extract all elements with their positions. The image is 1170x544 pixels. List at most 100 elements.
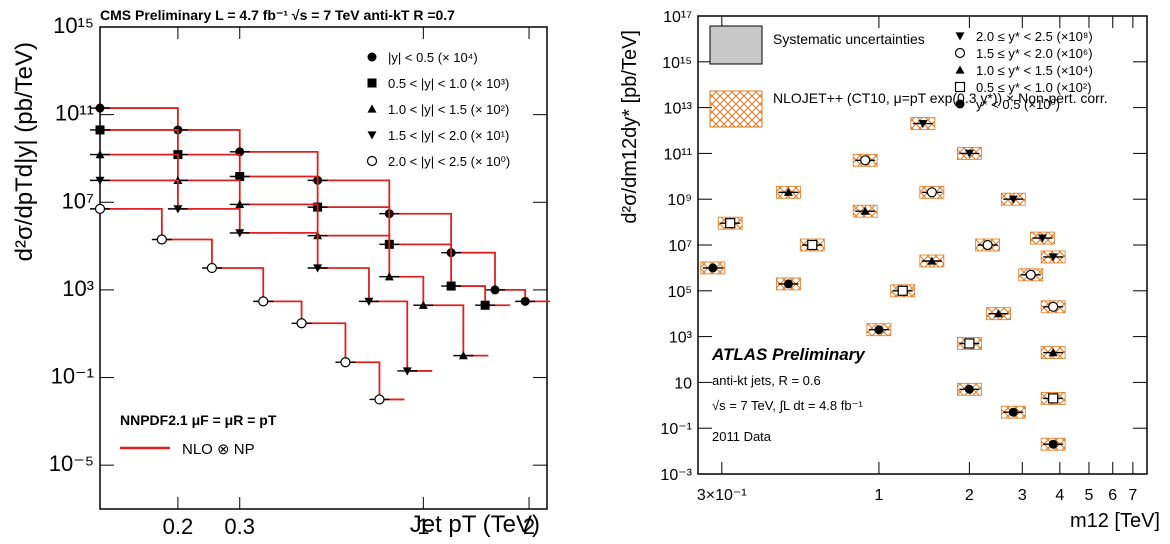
data-point [418, 300, 428, 309]
series-line [100, 107, 551, 303]
x-tick-label: 3 [1018, 487, 1027, 504]
x-tick-label: 1 [417, 514, 429, 539]
data-point [446, 281, 456, 291]
systematic-legend-box [709, 25, 763, 65]
atlas-y-axis-label: d²σ/dm12dy* [pb/TeV] [619, 30, 641, 224]
x-tick-label: 0.3 [224, 514, 255, 539]
legend-marker [955, 32, 965, 41]
data-point [1048, 439, 1058, 449]
series-line [100, 129, 511, 307]
atlas-energy-label: √s = 7 TeV, ∫L dt = 4.8 fb⁻¹ [712, 398, 863, 413]
x-tick-label: 4 [1055, 487, 1064, 504]
legend-label: 1.5 ≤ y* < 2.0 (×10⁶) [976, 46, 1093, 61]
data-point [897, 285, 908, 296]
data-point [520, 296, 530, 306]
nlo-label: NLOJET++ (CT10, μ=pT exp(0.3 y*)) × Non-… [773, 90, 1108, 106]
data-point [1048, 253, 1058, 262]
data-point [1048, 348, 1058, 357]
nlo-legend-box [709, 90, 763, 128]
data-point [95, 150, 105, 159]
data-point [783, 279, 793, 289]
series-line [100, 207, 405, 401]
y-tick-label: 10 [674, 375, 692, 392]
systematic-label: Systematic uncertainties [773, 31, 925, 47]
data-point [364, 297, 374, 306]
data-point [340, 357, 351, 368]
x-tick-label: 2 [523, 514, 535, 539]
legend-label: 2.0 ≤ y* < 2.5 (×10⁸) [976, 29, 1093, 44]
cms-legend: |y| < 0.5 (× 10⁴) 0.5 < |y| < 1.0 (× 10³)… [366, 50, 510, 169]
atlas-legend: 2.0 ≤ y* < 2.5 (×10⁸) 1.5 ≤ y* < 2.0 (×10… [954, 29, 1093, 112]
y-tick-label: 10⁷ [62, 188, 94, 213]
data-point [206, 262, 218, 274]
data-point [402, 367, 412, 376]
y-tick-label: 10³ [669, 330, 693, 347]
data-point [374, 394, 385, 405]
legend-label: |y| < 0.5 (× 10⁴) [388, 50, 478, 65]
atlas-jets-label: anti-kt jets, R = 0.6 [712, 373, 821, 388]
atlas-series [700, 117, 1066, 451]
y-tick-label: 10¹⁵ [662, 55, 692, 72]
y-tick-label: 10⁷ [668, 238, 692, 255]
data-point [458, 351, 468, 360]
y-tick-label: 10⁹ [667, 192, 692, 209]
cms-title: CMS Preliminary L = 4.7 fb⁻¹ √s = 7 TeV … [100, 7, 455, 23]
y-tick-label: 10⁻¹ [660, 421, 692, 438]
legend-marker [366, 155, 378, 167]
y-tick-label: 10⁵ [668, 284, 692, 301]
data-point [874, 325, 884, 335]
data-point [982, 239, 993, 251]
y-tick-label: 10⁻⁵ [49, 451, 94, 476]
data-point [1025, 269, 1036, 280]
x-tick-label: 5 [1085, 487, 1094, 504]
data-point [490, 285, 500, 295]
atlas-x-axis-label: m12 [TeV] [1070, 510, 1160, 532]
data-point [1008, 195, 1018, 204]
x-tick-label: 6 [1108, 487, 1117, 504]
atlas-label: ATLAS Preliminary [711, 345, 866, 364]
data-point [918, 120, 928, 129]
data-point [927, 256, 937, 265]
data-point [1048, 393, 1059, 404]
legend-marker [954, 81, 966, 93]
cms-series [90, 103, 551, 405]
data-point [95, 176, 105, 185]
legend-label: 1.5 < |y| < 2.0 (× 10¹) [388, 128, 509, 143]
cms-y-axis-label: d²σ/dpTd|y| (pb/TeV) [11, 42, 38, 261]
legend-marker [955, 99, 965, 109]
atlas-data-label: 2011 Data [712, 429, 772, 444]
x-tick-label: 1 [874, 487, 883, 504]
data-point [1037, 234, 1047, 243]
data-point [258, 296, 269, 307]
legend-label: 0.5 ≤ y* < 1.0 (×10²) [976, 80, 1092, 95]
legend-marker [367, 78, 377, 88]
legend-marker [955, 65, 965, 74]
data-point [725, 218, 736, 229]
series-line [100, 153, 489, 357]
data-point [95, 103, 105, 113]
x-tick-label: 7 [1128, 487, 1137, 504]
y-tick-label: 10¹³ [664, 101, 693, 118]
data-point [783, 187, 793, 196]
series-line [100, 179, 433, 372]
cms-x-axis-label: Jet pT (TeV) [410, 511, 540, 538]
data-point [480, 300, 490, 310]
data-point [807, 239, 818, 251]
data-point [860, 206, 870, 215]
x-tick-label: 2 [965, 487, 974, 504]
y-tick-label: 10¹¹ [55, 101, 94, 126]
x-tick-label: 3×10⁻¹ [697, 487, 747, 504]
data-point [94, 203, 106, 214]
cms-chart: CMS Preliminary L = 4.7 fb⁻¹ √s = 7 TeV … [11, 7, 551, 539]
cms-axes: 0.2 0.3 1 2 10⁻⁵ 10⁻¹ 10³ 10⁷ 10¹¹ 10¹⁵ [49, 13, 547, 539]
legend-marker [367, 52, 377, 62]
legend-marker [367, 131, 377, 140]
data-point [994, 309, 1004, 318]
data-point [964, 338, 975, 349]
data-point [296, 318, 307, 329]
legend-label: 1.0 < |y| < 1.5 (× 10²) [388, 102, 509, 117]
cms-theory-label: NLO ⊗ NP [182, 441, 255, 458]
data-point [964, 384, 974, 394]
data-point [384, 272, 394, 281]
